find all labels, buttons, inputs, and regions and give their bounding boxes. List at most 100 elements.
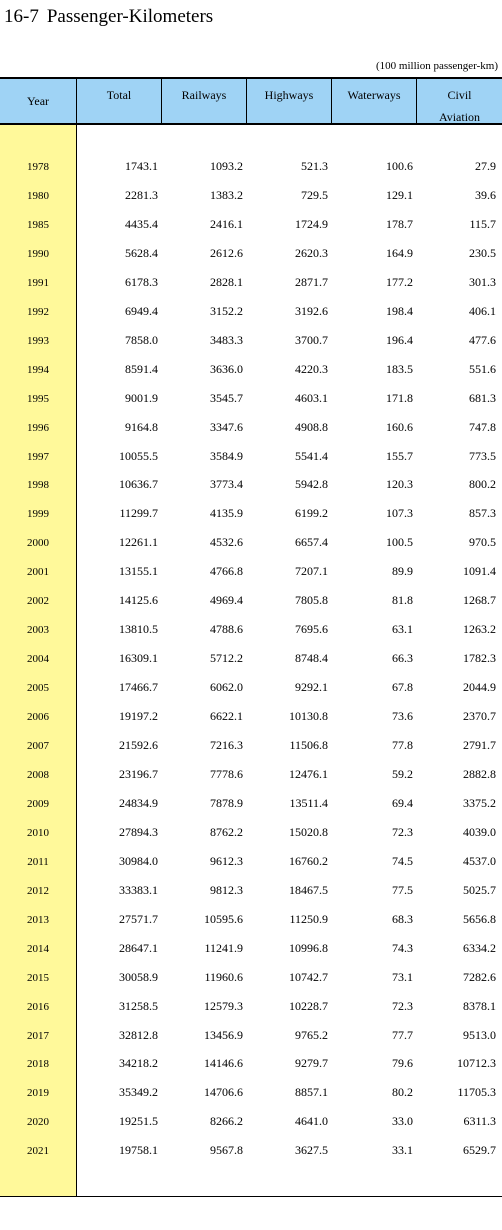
table-row: 2021 19758.1 9567.8 3627.5 33.1 6529.7 — [0, 1138, 502, 1167]
highways-cell: 10996.8 — [289, 940, 328, 955]
railways-cell: 3545.7 — [210, 390, 243, 405]
year-cell: 2014 — [27, 942, 49, 955]
year-cell: 2000 — [27, 537, 49, 550]
civil-aviation-cell: 3375.2 — [463, 795, 496, 810]
railways-cell: 3584.9 — [210, 448, 243, 463]
railways-cell: 5712.2 — [210, 651, 243, 666]
year-cell: 1990 — [27, 247, 49, 260]
year-cell: 1993 — [27, 334, 49, 347]
highways-cell: 10228.7 — [289, 998, 328, 1013]
waterways-cell: 198.4 — [386, 303, 413, 318]
waterways-cell: 164.9 — [386, 245, 413, 260]
table-row: 1993 7858.0 3483.3 3700.7 196.4 477.6 — [0, 328, 502, 357]
railways-cell: 7878.9 — [210, 795, 243, 810]
table-row: 1985 4435.4 2416.1 1724.9 178.7 115.7 — [0, 212, 502, 241]
civil-aviation-cell: 2044.9 — [463, 680, 496, 695]
waterways-cell: 68.3 — [392, 911, 413, 926]
header-total: Total — [106, 88, 132, 102]
year-cell: 2015 — [27, 971, 49, 984]
railways-cell: 11960.6 — [204, 969, 243, 984]
table-row: 2007 21592.6 7216.3 11506.8 77.8 2791.7 — [0, 733, 502, 762]
total-cell: 10636.7 — [119, 477, 158, 492]
highways-cell: 12476.1 — [289, 766, 328, 781]
civil-aviation-cell: 301.3 — [469, 274, 496, 289]
waterways-cell: 100.6 — [386, 159, 413, 173]
total-cell: 2281.3 — [125, 187, 158, 202]
year-cell: 1997 — [27, 450, 49, 463]
year-cell: 1994 — [27, 363, 49, 376]
civil-aviation-cell: 5656.8 — [463, 911, 496, 926]
total-cell: 19251.5 — [119, 1114, 158, 1129]
railways-cell: 3636.0 — [210, 361, 243, 376]
waterways-cell: 77.7 — [392, 1027, 413, 1042]
total-cell: 31258.5 — [119, 998, 158, 1013]
year-cell: 2001 — [27, 566, 49, 579]
highways-cell: 4220.3 — [295, 361, 328, 376]
year-cell: 2021 — [27, 1145, 49, 1158]
civil-aviation-cell: 7282.6 — [463, 969, 496, 984]
page-title: 16-7 Passenger-Kilometers — [4, 6, 213, 28]
civil-aviation-cell: 8378.1 — [463, 998, 496, 1013]
table-row: 1990 5628.4 2612.6 2620.3 164.9 230.5 — [0, 241, 502, 270]
table-row: 2012 33383.1 9812.3 18467.5 77.5 5025.7 — [0, 878, 502, 907]
table-row: 2020 19251.5 8266.2 4641.0 33.0 6311.3 — [0, 1109, 502, 1138]
total-cell: 13155.1 — [119, 564, 158, 579]
year-cell: 2012 — [27, 884, 49, 897]
railways-cell: 7778.6 — [210, 766, 243, 781]
table-row: 1995 9001.9 3545.7 4603.1 171.8 681.3 — [0, 386, 502, 415]
waterways-cell: 107.3 — [386, 506, 413, 521]
total-cell: 9001.9 — [125, 390, 158, 405]
highways-cell: 18467.5 — [289, 882, 328, 897]
year-cell: 2010 — [27, 826, 49, 839]
highways-cell: 2620.3 — [295, 245, 328, 260]
civil-aviation-cell: 9513.0 — [463, 1027, 496, 1042]
table-row: 2019 35349.2 14706.6 8857.1 80.2 11705.3 — [0, 1080, 502, 1109]
civil-aviation-cell: 11705.3 — [457, 1085, 496, 1100]
year-cell: 2008 — [27, 768, 49, 781]
year-cell: 2007 — [27, 740, 49, 752]
waterways-cell: 129.1 — [386, 187, 413, 202]
table-row: 1999 11299.7 4135.9 6199.2 107.3 857.3 — [0, 501, 502, 530]
year-cell: 1992 — [27, 305, 49, 318]
highways-cell: 5541.4 — [295, 448, 328, 463]
year-cell: 2018 — [27, 1058, 49, 1071]
civil-aviation-cell: 1091.4 — [463, 564, 496, 579]
civil-aviation-cell: 27.9 — [475, 159, 496, 173]
table-title: Passenger-Kilometers — [46, 6, 214, 27]
header-divider — [416, 78, 417, 124]
year-cell: 1978 — [27, 161, 49, 173]
highways-cell: 7695.6 — [295, 622, 328, 637]
waterways-cell: 73.6 — [392, 709, 413, 724]
railways-cell: 1383.2 — [210, 187, 243, 202]
railways-cell: 14146.6 — [204, 1056, 243, 1071]
civil-aviation-cell: 1782.3 — [463, 651, 496, 666]
year-column-divider — [76, 78, 77, 1197]
total-cell: 13810.5 — [119, 622, 158, 637]
waterways-cell: 178.7 — [386, 216, 413, 231]
table-row: 2008 23196.7 7778.6 12476.1 59.2 2882.8 — [0, 762, 502, 791]
total-cell: 19197.2 — [119, 709, 158, 724]
total-cell: 19758.1 — [119, 1143, 158, 1158]
highways-cell: 15020.8 — [289, 824, 328, 839]
highways-cell: 16760.2 — [289, 853, 328, 868]
highways-cell: 10742.7 — [289, 969, 328, 984]
waterways-cell: 160.6 — [386, 419, 413, 434]
civil-aviation-cell: 230.5 — [469, 245, 496, 260]
table-row: 2010 27894.3 8762.2 15020.8 72.3 4039.0 — [0, 820, 502, 849]
table-row: 1998 10636.7 3773.4 5942.8 120.3 800.2 — [0, 472, 502, 501]
civil-aviation-cell: 115.7 — [469, 216, 496, 231]
highways-cell: 1724.9 — [295, 216, 328, 231]
waterways-cell: 80.2 — [392, 1085, 413, 1100]
railways-cell: 6622.1 — [210, 709, 243, 724]
railways-cell: 6062.0 — [210, 680, 243, 695]
total-cell: 11299.7 — [119, 506, 158, 521]
table-row: 2004 16309.1 5712.2 8748.4 66.3 1782.3 — [0, 646, 502, 675]
total-cell: 9164.8 — [125, 419, 158, 434]
highways-cell: 729.5 — [301, 187, 328, 202]
total-cell: 8591.4 — [125, 361, 158, 376]
waterways-cell: 63.1 — [392, 622, 413, 637]
waterways-cell: 79.6 — [392, 1056, 413, 1071]
total-cell: 32812.8 — [119, 1027, 158, 1042]
highways-cell: 6657.4 — [295, 535, 328, 550]
header-divider — [331, 78, 332, 124]
